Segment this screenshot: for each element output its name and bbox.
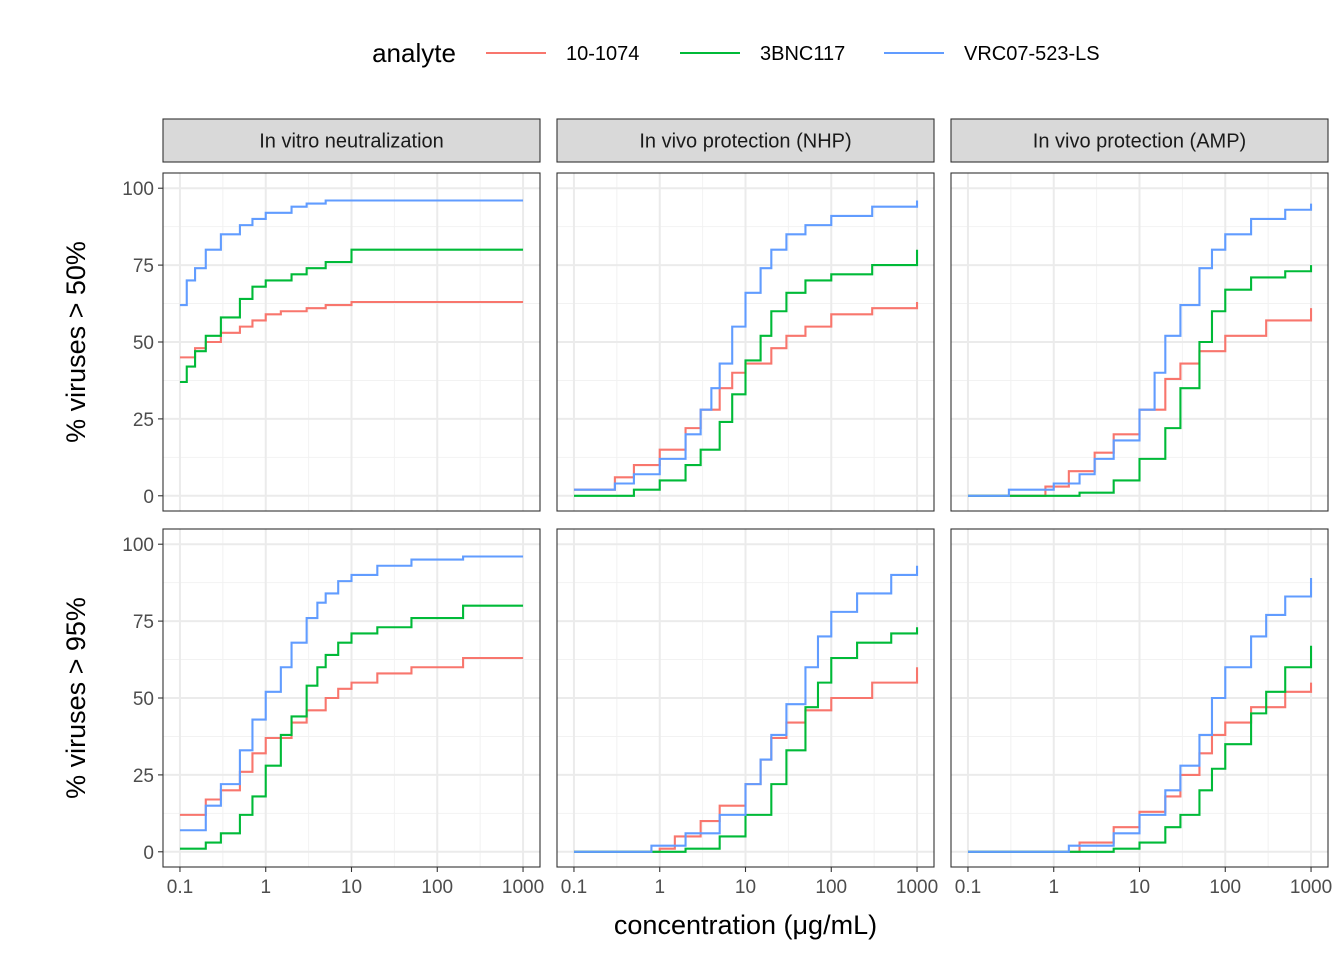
legend-label: 3BNC117 (760, 43, 845, 65)
legend-label: VRC07-523-LS (964, 43, 1100, 65)
facet-strip-label: In vivo protection (NHP) (639, 131, 851, 153)
legend-title: analyte (372, 38, 456, 68)
facet-strip-in-vitro-neutralization (162, 118, 541, 163)
series-line-10-1074 (573, 302, 919, 491)
series-line-vrc07-523-ls (967, 578, 1313, 853)
y-tick-label: 75 (133, 256, 154, 277)
y-axis-label: % viruses > 95% (61, 597, 91, 799)
legend-label: 10-1074 (566, 43, 639, 65)
x-tick-label: 1000 (502, 877, 544, 898)
series-line-3bnc117 (179, 604, 524, 850)
y-tick-label: 50 (133, 333, 154, 354)
series-line-vrc07-523-ls (179, 555, 524, 832)
x-tick-label: 1 (654, 877, 665, 898)
x-tick-label: 100 (815, 877, 847, 898)
x-tick-label: 0.1 (167, 877, 193, 898)
series-line-vrc07-523-ls (573, 565, 919, 853)
facet-strip-in-vivo-protection-nhp (556, 118, 935, 163)
series-line-vrc07-523-ls (179, 199, 524, 307)
series-line-3bnc117 (179, 248, 524, 384)
y-tick-label: 25 (133, 410, 154, 431)
series-line-3bnc117 (967, 265, 1313, 497)
y-tick-label: 50 (133, 689, 154, 710)
x-tick-label: 0.1 (561, 877, 587, 898)
series-line-3bnc117 (573, 627, 919, 853)
x-tick-label: 100 (421, 877, 453, 898)
y-tick-label: 100 (122, 179, 154, 200)
x-tick-label: 1000 (896, 877, 938, 898)
panel-border (950, 172, 1329, 512)
x-tick-label: 10 (1129, 877, 1150, 898)
y-tick-label: 0 (143, 487, 154, 508)
series-line-10-1074 (967, 308, 1313, 497)
facet-strip-label: In vivo protection (AMP) (1033, 131, 1246, 153)
series-line-vrc07-523-ls (573, 200, 919, 491)
facet-strip-label: In vitro neutralization (259, 131, 444, 153)
x-tick-label: 10 (341, 877, 362, 898)
x-tick-label: 1000 (1290, 877, 1332, 898)
y-tick-label: 0 (143, 843, 154, 864)
y-tick-label: 25 (133, 766, 154, 787)
x-tick-label: 1 (260, 877, 271, 898)
x-tick-label: 10 (735, 877, 756, 898)
x-tick-label: 100 (1209, 877, 1241, 898)
y-axis-label: % viruses > 50% (61, 241, 91, 443)
facet-strip-in-vivo-protection-amp (950, 118, 1329, 163)
series-line-vrc07-523-ls (967, 203, 1313, 497)
series-line-3bnc117 (967, 645, 1313, 853)
x-axis-label: concentration (μg/mL) (614, 910, 877, 940)
x-tick-label: 1 (1048, 877, 1059, 898)
series-line-3bnc117 (573, 249, 919, 497)
panel-border (556, 172, 935, 512)
y-tick-label: 100 (122, 535, 154, 556)
x-tick-label: 0.1 (955, 877, 981, 898)
y-tick-label: 75 (133, 612, 154, 633)
